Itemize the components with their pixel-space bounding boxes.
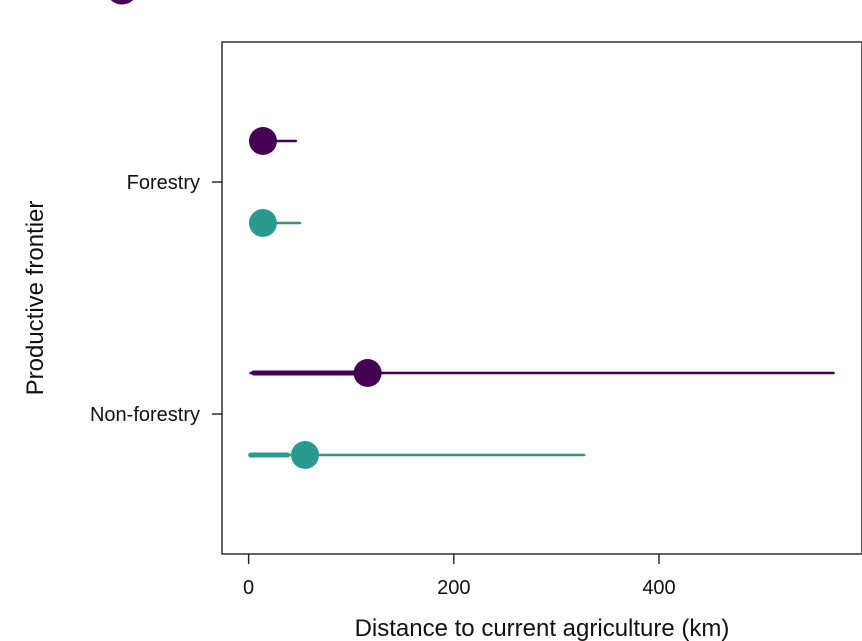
y-tick-label: Non-forestry	[90, 404, 200, 426]
plot-frame	[221, 41, 862, 555]
point-estimate	[248, 127, 277, 155]
point-estimate	[353, 359, 382, 387]
y-axis: Forestry Non-forestry	[90, 172, 222, 426]
x-axis: 0 200 400	[243, 554, 676, 599]
y-axis-title: Productive frontier	[22, 201, 49, 396]
legend-marker-partial	[110, 0, 134, 5]
point-estimate	[291, 441, 320, 469]
point-estimate	[248, 209, 277, 237]
x-tick-label: 0	[243, 577, 254, 599]
x-axis-title: Distance to current agriculture (km)	[355, 615, 730, 641]
y-tick-label: Forestry	[127, 172, 200, 194]
x-tick-label: 200	[437, 577, 470, 599]
x-tick-label: 400	[642, 577, 675, 599]
data-marks	[248, 127, 835, 469]
